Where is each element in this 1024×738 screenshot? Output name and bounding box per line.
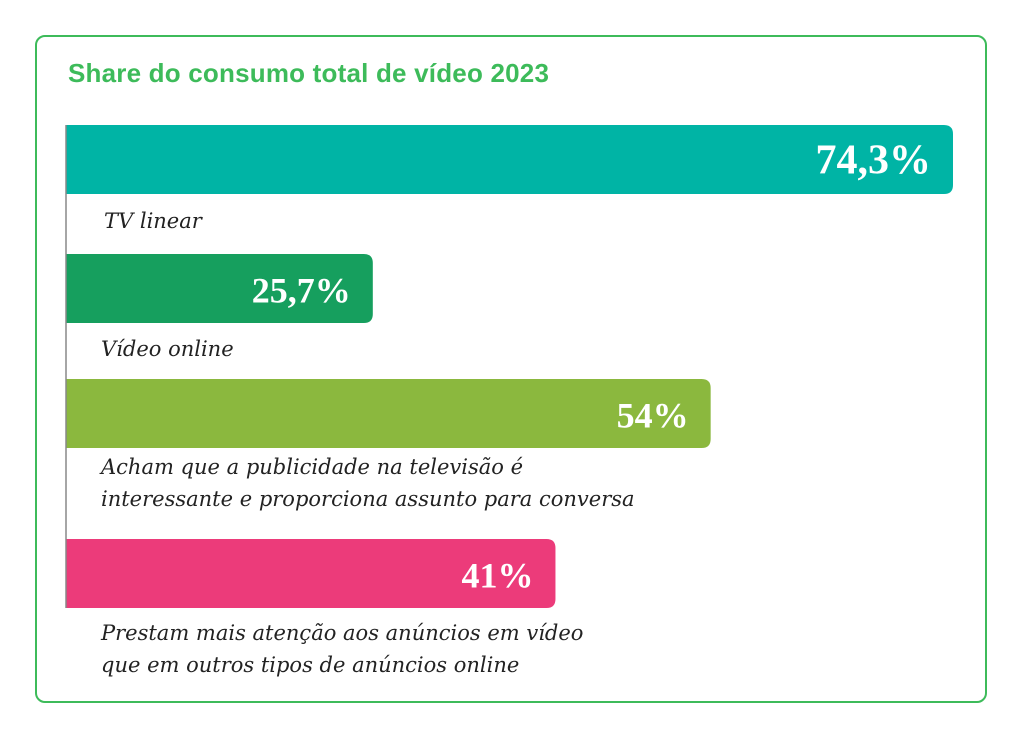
category-label-3-line-2: interessante e proporciona assunto para … — [101, 487, 635, 511]
bar-1 — [66, 125, 953, 194]
bar-value-label-1: 74,3% — [816, 138, 932, 184]
chart-title: Share do consumo total de vídeo 2023 — [68, 58, 550, 88]
category-label-3-line-1: Acham que a publicidade na televisão é — [99, 455, 523, 479]
bar-value-label-4: 41% — [461, 556, 533, 596]
bar-2 — [66, 254, 373, 323]
bar-3 — [66, 379, 711, 448]
category-label-4-line-1: Prestam mais atenção aos anúncios em víd… — [100, 621, 583, 645]
category-label-2-line-1: Vídeo online — [101, 337, 234, 361]
bar-4 — [66, 539, 556, 608]
bar-value-label-2: 25,7% — [252, 271, 351, 311]
bar-value-label-3: 54% — [617, 396, 689, 436]
category-label-4-line-2: que em outros tipos de anúncios online — [101, 653, 519, 677]
category-label-1-line-1: TV linear — [104, 209, 204, 233]
